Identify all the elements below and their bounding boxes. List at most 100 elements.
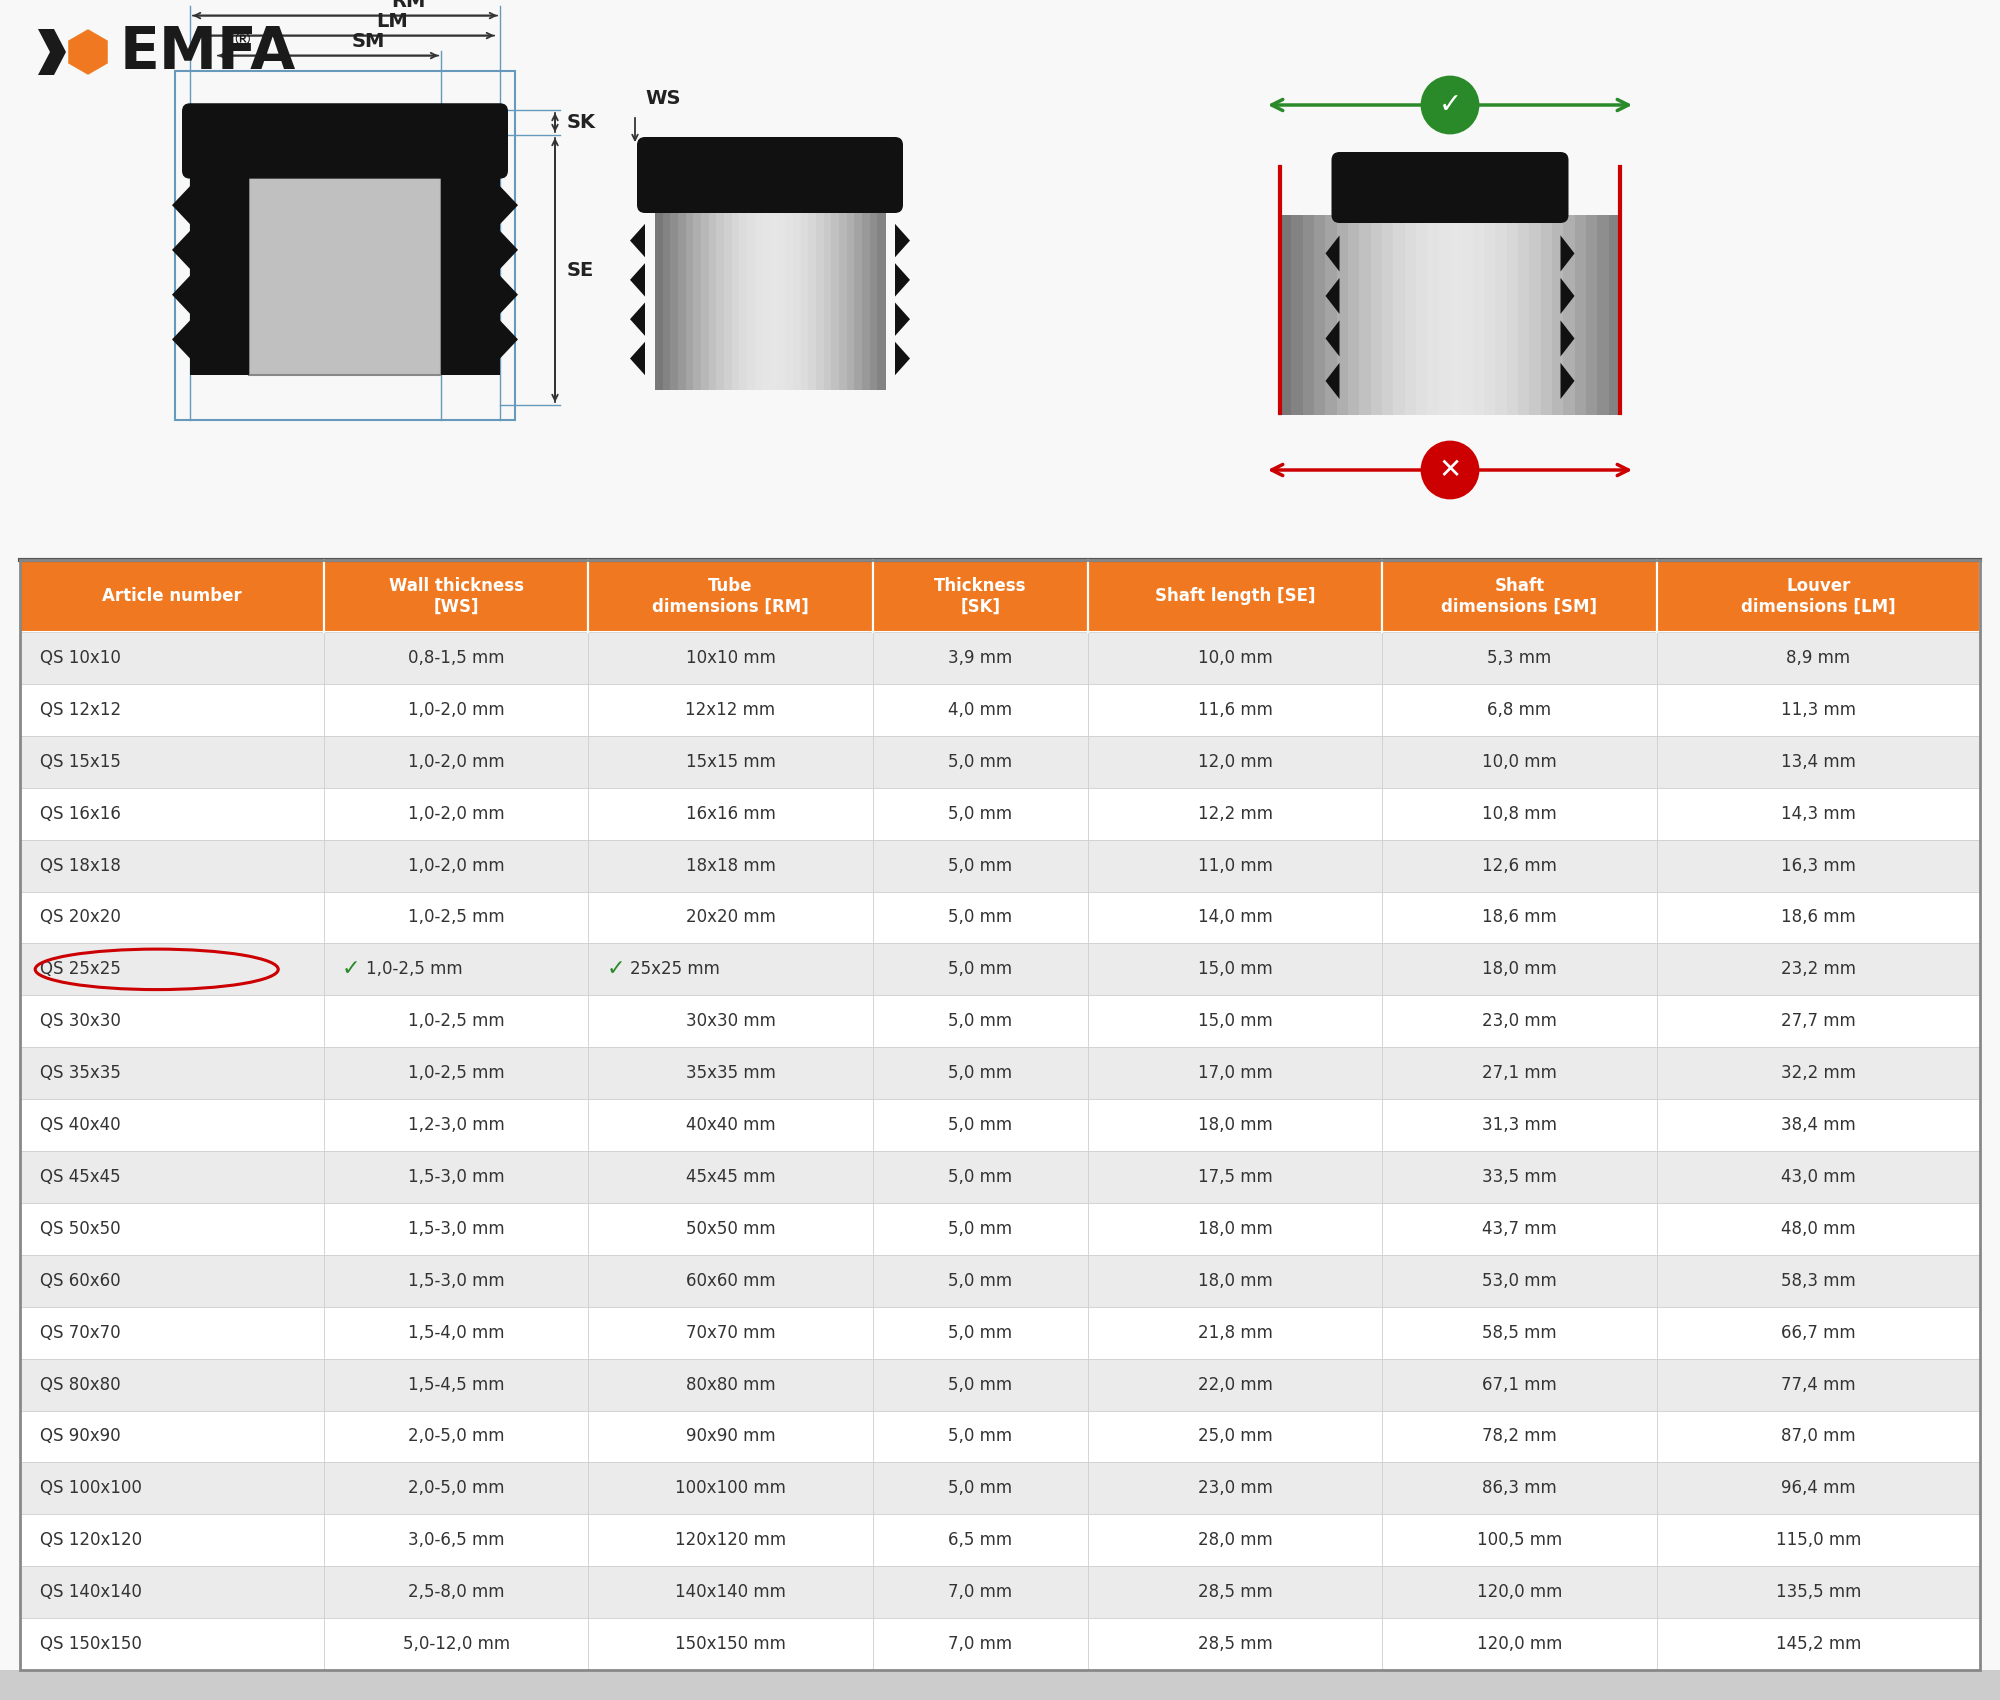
Text: 33,5 mm: 33,5 mm bbox=[1482, 1168, 1556, 1187]
Bar bbox=[1382, 559, 1656, 632]
Bar bbox=[1382, 632, 1656, 683]
Polygon shape bbox=[38, 29, 66, 75]
Bar bbox=[1416, 214, 1428, 415]
Bar bbox=[324, 736, 588, 787]
Bar bbox=[1586, 214, 1598, 415]
Text: QS 50x50: QS 50x50 bbox=[40, 1221, 120, 1238]
Text: 90x90 mm: 90x90 mm bbox=[686, 1428, 776, 1445]
Text: ✓: ✓ bbox=[342, 959, 360, 979]
Text: 17,5 mm: 17,5 mm bbox=[1198, 1168, 1272, 1187]
Bar bbox=[1656, 1515, 1980, 1566]
Polygon shape bbox=[172, 187, 190, 224]
Text: 87,0 mm: 87,0 mm bbox=[1780, 1428, 1856, 1445]
Text: 15x15 mm: 15x15 mm bbox=[686, 753, 776, 770]
Bar bbox=[770, 206, 778, 389]
Text: 1,0-2,5 mm: 1,0-2,5 mm bbox=[408, 1012, 504, 1030]
Text: 2,0-5,0 mm: 2,0-5,0 mm bbox=[408, 1428, 504, 1445]
Text: 1,0-2,0 mm: 1,0-2,0 mm bbox=[408, 753, 504, 770]
Text: 5,0 mm: 5,0 mm bbox=[948, 753, 1012, 770]
Text: Tube
dimensions [RM]: Tube dimensions [RM] bbox=[652, 576, 808, 615]
Polygon shape bbox=[500, 231, 518, 269]
Text: 18,6 mm: 18,6 mm bbox=[1780, 908, 1856, 927]
Bar bbox=[732, 206, 740, 389]
Bar bbox=[20, 1462, 324, 1515]
Text: 77,4 mm: 77,4 mm bbox=[1780, 1375, 1856, 1394]
Polygon shape bbox=[1560, 235, 1574, 272]
Bar bbox=[1382, 787, 1656, 840]
Bar bbox=[1656, 1566, 1980, 1618]
Polygon shape bbox=[1326, 362, 1340, 399]
Text: QS 140x140: QS 140x140 bbox=[40, 1583, 142, 1601]
Bar bbox=[1404, 214, 1416, 415]
Bar bbox=[588, 632, 872, 683]
Bar bbox=[20, 891, 324, 944]
Bar bbox=[588, 1100, 872, 1151]
Text: 22,0 mm: 22,0 mm bbox=[1198, 1375, 1272, 1394]
Bar bbox=[1382, 1047, 1656, 1100]
Bar bbox=[1382, 1100, 1656, 1151]
Text: 12,6 mm: 12,6 mm bbox=[1482, 857, 1556, 874]
Bar bbox=[872, 632, 1088, 683]
Bar bbox=[872, 1411, 1088, 1462]
Text: 16,3 mm: 16,3 mm bbox=[1780, 857, 1856, 874]
Bar bbox=[1382, 736, 1656, 787]
Bar bbox=[324, 1411, 588, 1462]
Bar bbox=[740, 206, 748, 389]
Text: QS 90x90: QS 90x90 bbox=[40, 1428, 120, 1445]
Bar bbox=[1564, 214, 1576, 415]
Polygon shape bbox=[500, 187, 518, 224]
Bar bbox=[20, 787, 324, 840]
Bar bbox=[1382, 944, 1656, 994]
Text: 31,3 mm: 31,3 mm bbox=[1482, 1117, 1556, 1134]
Text: 6,8 mm: 6,8 mm bbox=[1488, 700, 1552, 719]
Text: QS 40x40: QS 40x40 bbox=[40, 1117, 120, 1134]
Text: Louver
dimensions [LM]: Louver dimensions [LM] bbox=[1740, 576, 1896, 615]
Text: 5,0 mm: 5,0 mm bbox=[948, 1012, 1012, 1030]
Bar bbox=[872, 1204, 1088, 1255]
Text: 2,0-5,0 mm: 2,0-5,0 mm bbox=[408, 1479, 504, 1498]
Text: 12x12 mm: 12x12 mm bbox=[686, 700, 776, 719]
Text: 5,0 mm: 5,0 mm bbox=[948, 1221, 1012, 1238]
Bar bbox=[1280, 214, 1292, 415]
Bar bbox=[20, 632, 324, 683]
Text: 17,0 mm: 17,0 mm bbox=[1198, 1064, 1272, 1083]
Bar bbox=[324, 1515, 588, 1566]
Bar bbox=[1656, 840, 1980, 891]
Bar bbox=[1382, 1255, 1656, 1307]
Bar bbox=[878, 206, 886, 389]
Text: 48,0 mm: 48,0 mm bbox=[1780, 1221, 1856, 1238]
Text: 1,5-4,5 mm: 1,5-4,5 mm bbox=[408, 1375, 504, 1394]
Bar bbox=[1656, 683, 1980, 736]
Bar bbox=[1656, 891, 1980, 944]
Bar bbox=[324, 1358, 588, 1411]
Text: QS 70x70: QS 70x70 bbox=[40, 1324, 120, 1341]
Bar bbox=[1428, 214, 1440, 415]
Text: 115,0 mm: 115,0 mm bbox=[1776, 1532, 1860, 1549]
Text: QS 12x12: QS 12x12 bbox=[40, 700, 122, 719]
Bar bbox=[1530, 214, 1542, 415]
Bar bbox=[1382, 214, 1394, 415]
Bar bbox=[1088, 1307, 1382, 1358]
Bar bbox=[1314, 214, 1326, 415]
Bar bbox=[872, 1462, 1088, 1515]
Bar bbox=[588, 736, 872, 787]
Bar bbox=[1088, 1566, 1382, 1618]
Bar bbox=[1656, 1100, 1980, 1151]
Polygon shape bbox=[1326, 235, 1340, 272]
Bar bbox=[854, 206, 864, 389]
Bar bbox=[872, 944, 1088, 994]
Bar bbox=[588, 1515, 872, 1566]
Text: 8,9 mm: 8,9 mm bbox=[1786, 649, 1850, 666]
Bar bbox=[1656, 1047, 1980, 1100]
Bar bbox=[1656, 1204, 1980, 1255]
Text: EMFA: EMFA bbox=[120, 24, 296, 80]
Text: 13,4 mm: 13,4 mm bbox=[1780, 753, 1856, 770]
Bar bbox=[1382, 1515, 1656, 1566]
Text: 5,0-12,0 mm: 5,0-12,0 mm bbox=[402, 1635, 510, 1652]
Bar bbox=[1382, 994, 1656, 1047]
Text: 7,0 mm: 7,0 mm bbox=[948, 1635, 1012, 1652]
Bar bbox=[1088, 944, 1382, 994]
Bar bbox=[872, 1307, 1088, 1358]
Bar bbox=[1382, 683, 1656, 736]
Bar bbox=[872, 787, 1088, 840]
